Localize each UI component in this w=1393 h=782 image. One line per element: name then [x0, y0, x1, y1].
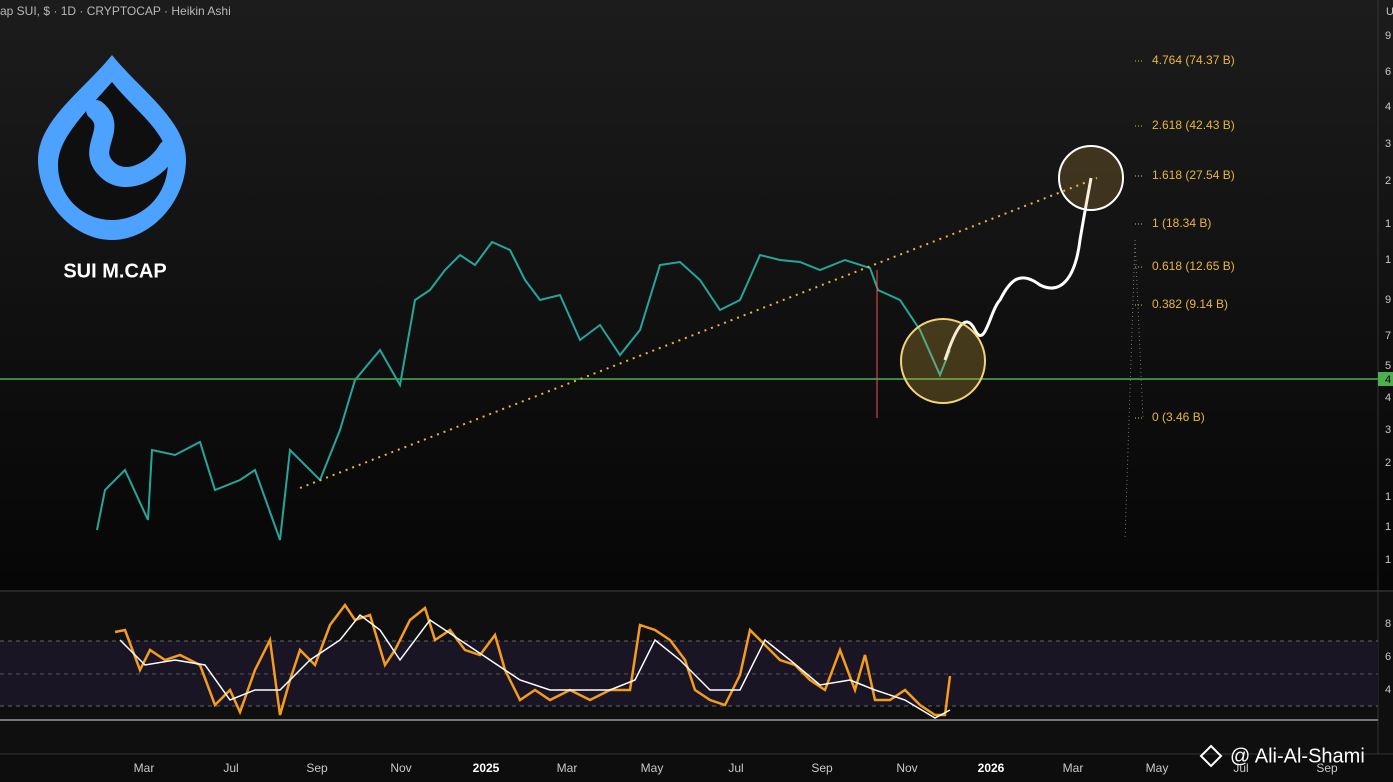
price-axis-label: 4	[1385, 392, 1391, 404]
price-axis-label: 9	[1385, 30, 1391, 42]
price-pane	[0, 0, 1393, 590]
rsi-axis-label: 4	[1385, 684, 1391, 696]
price-axis-label: 7	[1385, 330, 1391, 342]
time-label: Sep	[306, 761, 328, 775]
price-axis-label: 3	[1385, 138, 1391, 150]
price-axis-current: 4	[1385, 374, 1391, 386]
time-label: Nov	[896, 761, 917, 775]
fib-label: 0 (3.46 B)	[1152, 410, 1205, 424]
rsi-axis-label: 6	[1385, 651, 1391, 663]
corner-label: U	[1386, 6, 1393, 18]
logo-label: SUI M.CAP	[63, 260, 166, 282]
price-axis-label: 4	[1385, 101, 1391, 113]
price-axis-label: 6	[1385, 66, 1391, 78]
time-label: Sep	[1316, 761, 1338, 775]
time-label: 2026	[978, 761, 1005, 775]
fib-label: 0.618 (12.65 B)	[1152, 259, 1235, 273]
sui-logo	[38, 55, 186, 240]
time-label: Jul	[728, 761, 743, 775]
rsi-axis-label: 8	[1385, 618, 1391, 630]
price-axis: 9 6 4 3 2 1 1 9 7 5 4 4 3 2 1 1 1	[1385, 30, 1391, 566]
price-axis-label: 1	[1385, 218, 1391, 230]
time-label: Jul	[223, 761, 238, 775]
watermark-text: @ Ali-Al-Shami	[1230, 745, 1365, 767]
price-axis-label: 2	[1385, 457, 1391, 469]
fib-label: 1.618 (27.54 B)	[1152, 168, 1235, 182]
price-axis-label: 9	[1385, 294, 1391, 306]
time-label: May	[641, 761, 664, 775]
price-axis-label: 1	[1385, 254, 1391, 266]
fib-levels: 4.764 (74.37 B) 2.618 (42.43 B) 1.618 (2…	[1135, 53, 1235, 424]
price-axis-label: 5	[1385, 360, 1391, 372]
fib-label: 4.764 (74.37 B)	[1152, 53, 1235, 67]
price-axis-label: 3	[1385, 424, 1391, 436]
time-label: Mar	[1063, 761, 1084, 775]
price-axis-label: 1	[1385, 521, 1391, 533]
fib-guide	[1134, 239, 1144, 419]
projection-path	[943, 177, 1093, 361]
time-label: Jul	[1233, 761, 1248, 775]
zone-circle	[900, 318, 986, 404]
support-marker	[1378, 372, 1393, 386]
rsi-ma	[119, 613, 951, 719]
target-circle	[1058, 145, 1124, 211]
time-label: Mar	[134, 761, 155, 775]
rsi-line	[114, 602, 952, 717]
time-label: 2025	[473, 761, 500, 775]
price-axis-label: 2	[1385, 175, 1391, 187]
time-label: Mar	[557, 761, 578, 775]
time-label: May	[1146, 761, 1169, 775]
time-axis: Mar Jul Sep Nov 2025 Mar May Jul Sep Nov…	[134, 761, 1338, 775]
fib-label: 1 (18.34 B)	[1152, 216, 1211, 230]
watermark: @ Ali-Al-Shami	[1199, 744, 1365, 768]
time-label: Sep	[811, 761, 833, 775]
price-axis-label: 1	[1385, 554, 1391, 566]
chart-header: ap SUI, $ · 1D · CRYPTOCAP · Heikin Ashi	[0, 4, 231, 18]
time-label: Nov	[390, 761, 411, 775]
price-axis-label: 1	[1385, 491, 1391, 503]
price-line	[96, 240, 951, 541]
fib-label: 2.618 (42.43 B)	[1152, 118, 1235, 132]
fib-label: 0.382 (9.14 B)	[1152, 297, 1228, 311]
trendline	[299, 177, 1098, 489]
